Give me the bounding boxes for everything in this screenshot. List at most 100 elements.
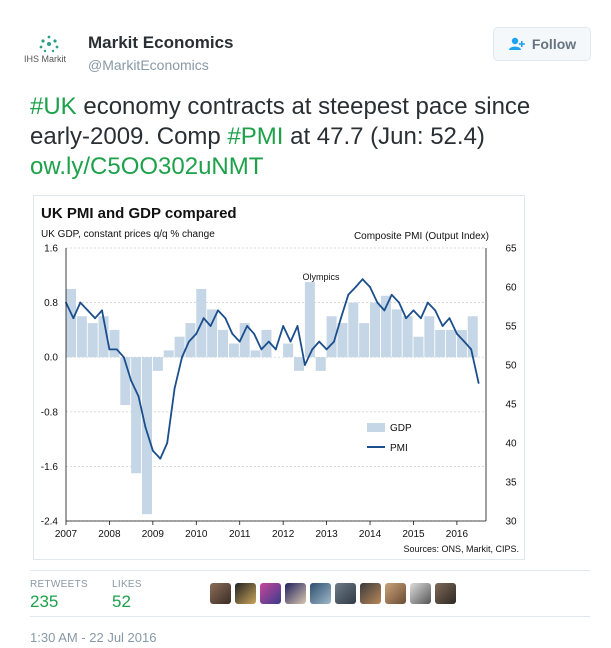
- pmi-point: [238, 340, 241, 343]
- right-axis-label: Composite PMI (Output Index): [354, 231, 489, 242]
- gdp-bar: [228, 343, 239, 358]
- avatar[interactable]: [385, 583, 406, 604]
- pmi-point: [72, 317, 75, 320]
- pmi-point: [311, 348, 314, 351]
- pmi-point: [144, 426, 147, 429]
- likes-stat[interactable]: LIKES 52: [112, 579, 142, 612]
- gdp-bar: [424, 316, 435, 358]
- gdp-bar: [304, 282, 315, 358]
- retweets-stat[interactable]: RETWEETS 235: [30, 579, 88, 612]
- legend-gdp-label: GDP: [390, 423, 412, 434]
- right-tick-label: 55: [505, 322, 517, 333]
- pmi-point: [289, 340, 292, 343]
- pmi-point: [267, 340, 270, 343]
- tweet-timestamp[interactable]: 1:30 AM - 22 Jul 2016: [30, 630, 157, 645]
- pmi-point: [130, 379, 133, 382]
- chart-title: UK PMI and GDP compared: [41, 205, 237, 222]
- ihs-markit-logo-icon: [39, 35, 59, 53]
- left-tick-label: 1.6: [44, 244, 58, 255]
- avatar[interactable]: [310, 583, 331, 604]
- gdp-bar: [326, 316, 337, 358]
- pmi-point: [188, 340, 190, 343]
- avatar[interactable]: [335, 583, 356, 604]
- gdp-bar: [315, 357, 326, 371]
- right-tick-label: 65: [505, 244, 517, 255]
- pmi-point: [398, 301, 401, 304]
- tweet-text: #UK economy contracts at steepest pace s…: [30, 92, 590, 182]
- pmi-point: [195, 332, 198, 335]
- follow-label: Follow: [531, 36, 577, 52]
- gdp-bar: [66, 288, 76, 358]
- left-tick-label: 0.0: [44, 353, 58, 364]
- pmi-point: [369, 286, 371, 288]
- avatar[interactable]: [285, 583, 306, 604]
- x-tick-label: 2012: [272, 529, 295, 540]
- pmi-point: [390, 293, 393, 296]
- pmi-point: [231, 332, 234, 335]
- pmi-point: [455, 332, 458, 335]
- gdp-bar: [402, 316, 413, 358]
- olympics-annotation: Olympics: [302, 272, 340, 282]
- pmi-point: [122, 356, 125, 359]
- pmi-point: [260, 348, 263, 351]
- hashtag-pmi[interactable]: #PMI: [227, 123, 284, 150]
- pmi-point: [405, 317, 407, 320]
- gdp-bar: [109, 329, 120, 358]
- x-tick-label: 2007: [55, 529, 78, 540]
- pmi-point: [159, 457, 162, 460]
- avatar[interactable]: [410, 583, 431, 604]
- tweet-text-part2: at 47.7 (Jun: 52.4): [283, 123, 485, 150]
- gdp-bar: [391, 309, 402, 358]
- pmi-point: [463, 340, 466, 343]
- pmi-point: [426, 301, 429, 304]
- left-tick-label: -0.8: [41, 407, 59, 418]
- pmi-point: [383, 309, 386, 312]
- pmi-point: [246, 325, 249, 327]
- legend-pmi-label: PMI: [390, 443, 408, 454]
- pmi-point: [477, 382, 480, 384]
- tweet-text-part1: economy contracts at steepest pace since…: [30, 93, 531, 150]
- avatar[interactable]: [435, 583, 456, 604]
- pmi-point: [448, 317, 451, 320]
- left-tick-label: -1.6: [41, 462, 59, 473]
- avatar[interactable]: [360, 583, 381, 604]
- pmi-point: [115, 348, 118, 351]
- pmi-point: [217, 309, 219, 312]
- left-tick-label: -2.4: [41, 517, 59, 528]
- pmi-point: [441, 325, 444, 327]
- pmi-point: [173, 387, 176, 390]
- avatar[interactable]: [235, 583, 256, 604]
- pmi-point: [108, 348, 111, 351]
- pmi-point: [94, 317, 97, 320]
- right-tick-label: 50: [505, 361, 517, 372]
- pmi-point: [354, 286, 357, 288]
- hashtag-uk[interactable]: #UK: [30, 93, 77, 120]
- gdp-bar: [467, 316, 478, 358]
- gdp-bar: [359, 323, 370, 358]
- user-name[interactable]: Markit Economics: [88, 33, 234, 52]
- chart-card[interactable]: UK PMI and GDP compared UK GDP, constant…: [33, 195, 525, 560]
- x-tick-label: 2013: [315, 529, 338, 540]
- pmi-point: [340, 317, 342, 320]
- x-tick-label: 2014: [359, 529, 382, 540]
- pmi-point: [470, 348, 473, 351]
- retweets-label: RETWEETS: [30, 579, 88, 590]
- avatar[interactable]: [260, 583, 281, 604]
- gdp-bar: [142, 357, 152, 515]
- avatar[interactable]: [210, 583, 231, 604]
- pmi-point: [79, 301, 82, 304]
- pmi-point: [318, 340, 321, 343]
- pmi-point: [101, 309, 103, 312]
- gdp-bar: [163, 350, 174, 358]
- follow-button[interactable]: Follow: [493, 27, 591, 61]
- gdp-bar: [456, 329, 467, 358]
- pmi-gdp-chart: UK PMI and GDP compared UK GDP, constant…: [41, 205, 519, 554]
- legend-gdp-swatch: [367, 423, 385, 432]
- pmi-point: [181, 356, 183, 359]
- pmi-point: [325, 348, 328, 351]
- pmi-point: [419, 317, 422, 320]
- user-handle[interactable]: @MarkitEconomics: [88, 57, 209, 73]
- tweet-link[interactable]: ow.ly/C5OO302uNMT: [30, 153, 264, 180]
- gdp-bar: [370, 302, 381, 358]
- right-tick-label: 45: [505, 400, 517, 411]
